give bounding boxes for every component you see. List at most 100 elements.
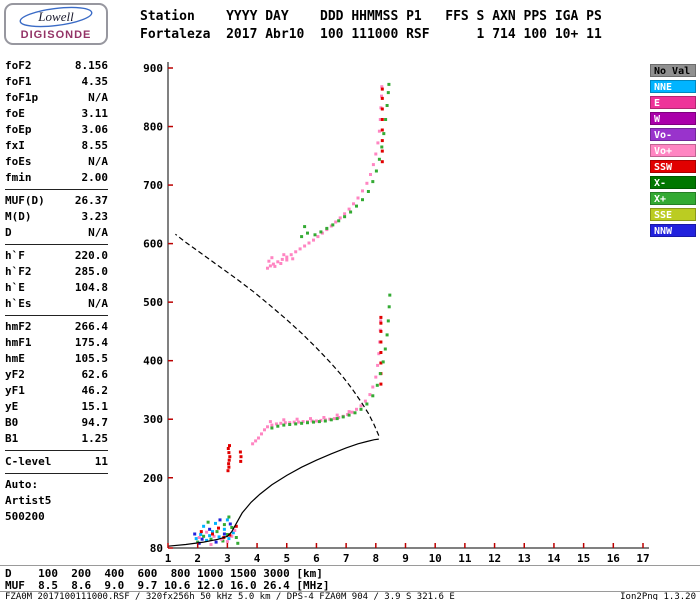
parameter-row: yF1 46.2 <box>5 383 108 399</box>
x-tick-label: 16 <box>607 552 621 565</box>
parameter-value: 175.4 <box>74 336 108 349</box>
parameter-label: foF1 <box>5 75 32 88</box>
parameter-group-separator <box>5 450 108 451</box>
echo-direction-legend: No Val NNE E W Vo- Vo+ SSW X- X+ SSE NNW <box>650 64 696 240</box>
x-tick-label: 2 <box>194 552 201 565</box>
parameter-value: 4.35 <box>81 75 109 88</box>
parameter-value: 3.11 <box>81 107 109 120</box>
second-hop-pink-o-mode <box>266 85 384 270</box>
muf-row: MUF 8.5 8.6 9.0 9.7 10.6 12.0 16.0 26.4 … <box>5 579 330 592</box>
parameter-row: M(D) 3.23 <box>5 209 108 225</box>
parameter-row: yE 15.1 <box>5 399 108 415</box>
parameter-row: Auto: <box>5 477 108 493</box>
second-hop-green-x-mode <box>300 82 391 239</box>
parameter-label: yF2 <box>5 368 25 381</box>
parameter-label: h`E <box>5 281 25 294</box>
x-tick-label: 1 <box>165 552 172 565</box>
x-tick-label: 12 <box>488 552 501 565</box>
es-scatter-green <box>196 515 240 545</box>
legend-item-ssw: SSW <box>650 160 696 173</box>
legend-item-no-val: No Val <box>650 64 696 77</box>
separator-top <box>0 565 700 566</box>
parameter-value: 3.23 <box>81 210 109 223</box>
parameter-label: fxI <box>5 139 25 152</box>
parameter-group-separator <box>5 473 108 474</box>
parameter-value: 62.6 <box>81 368 109 381</box>
parameter-label: foF2 <box>5 59 32 72</box>
legend-item-vo-: Vo- <box>650 128 696 141</box>
parameter-row: yF2 62.6 <box>5 367 108 383</box>
parameter-row: Artist5 <box>5 493 108 509</box>
parameter-row: fxI 8.55 <box>5 138 108 154</box>
parameter-value: 1.25 <box>81 432 109 445</box>
distance-row: D 100 200 400 600 800 1000 1500 3000 [km… <box>5 567 323 580</box>
es-scatter-pink <box>197 528 237 546</box>
parameter-value: 220.0 <box>74 249 108 262</box>
parameter-value: N/A <box>88 226 108 239</box>
status-version-text: Ion2Png 1.3.20 <box>620 592 696 600</box>
header-line-1: Station YYYY DAY DDD HHMMSS P1 FFS S AXN… <box>140 9 602 24</box>
topside-profile-extrapolated <box>175 233 380 436</box>
parameter-row: hmE 105.5 <box>5 351 108 367</box>
parameter-row: h`F 220.0 <box>5 248 108 264</box>
lowell-digisonde-logo: Lowell DIGISONDE <box>4 3 108 45</box>
legend-item-sse: SSE <box>650 208 696 221</box>
parameter-label: C-level <box>5 455 52 468</box>
parameter-row: B1 1.25 <box>5 431 108 447</box>
parameter-row: hmF1 175.4 <box>5 335 108 351</box>
parameter-value: N/A <box>88 297 108 310</box>
y-tick-label: 300 <box>143 413 163 426</box>
parameter-row: MUF(D) 26.37 <box>5 193 108 209</box>
legend-item-w: W <box>650 112 696 125</box>
parameter-value: 285.0 <box>74 265 108 278</box>
true-height-profile <box>167 438 379 547</box>
parameter-label: hmF2 <box>5 320 32 333</box>
logo-digisonde-text: DIGISONDE <box>21 29 92 41</box>
parameter-row: h`Es N/A <box>5 296 108 312</box>
parameter-label: fmin <box>5 171 32 184</box>
y-tick-label: 80 <box>150 542 163 555</box>
parameter-label: M(D) <box>5 210 32 223</box>
parameter-label: h`F2 <box>5 265 32 278</box>
parameter-value: 104.8 <box>74 281 108 294</box>
parameter-group-separator <box>5 189 108 190</box>
y-tick-label: 900 <box>143 62 163 75</box>
y-tick-label: 200 <box>143 472 163 485</box>
legend-item-vo+: Vo+ <box>650 144 696 157</box>
logo-swoosh <box>19 6 93 28</box>
es-scatter-red <box>199 524 238 539</box>
parameter-value: 15.1 <box>81 400 109 413</box>
es-scatter-blue <box>193 518 232 545</box>
parameter-value: 105.5 <box>74 352 108 365</box>
separator-bottom <box>0 591 700 592</box>
x-tick-label: 3 <box>224 552 231 565</box>
x-tick-label: 11 <box>458 552 472 565</box>
parameter-row: h`F2 285.0 <box>5 264 108 280</box>
legend-item-nnw: NNW <box>650 224 696 237</box>
parameter-label: h`Es <box>5 297 32 310</box>
legend-item-e: E <box>650 96 696 109</box>
x-tick-label: 6 <box>313 552 320 565</box>
parameter-label: B0 <box>5 416 19 429</box>
parameter-value: 26.37 <box>74 194 108 207</box>
y-tick-label: 700 <box>143 179 163 192</box>
parameter-label: B1 <box>5 432 19 445</box>
second-hop-red-cusp <box>380 87 384 164</box>
parameter-label: D <box>5 226 12 239</box>
x-tick-label: 17 <box>636 552 649 565</box>
parameter-label: foEs <box>5 155 32 168</box>
parameter-row: D N/A <box>5 225 108 241</box>
parameter-label: yF1 <box>5 384 25 397</box>
f-trace-red-cusp <box>379 315 383 386</box>
parameter-row: 500200 <box>5 509 108 525</box>
f-minimum-red <box>226 444 243 473</box>
parameter-label: 500200 <box>5 510 45 523</box>
parameter-value: 266.4 <box>74 320 108 333</box>
parameter-row: foF2 8.156 <box>5 58 108 74</box>
parameter-row: foEp 3.06 <box>5 122 108 138</box>
parameter-value: 2.00 <box>81 171 109 184</box>
legend-item-nne: NNE <box>650 80 696 93</box>
parameter-label: foEp <box>5 123 32 136</box>
x-tick-label: 10 <box>429 552 442 565</box>
